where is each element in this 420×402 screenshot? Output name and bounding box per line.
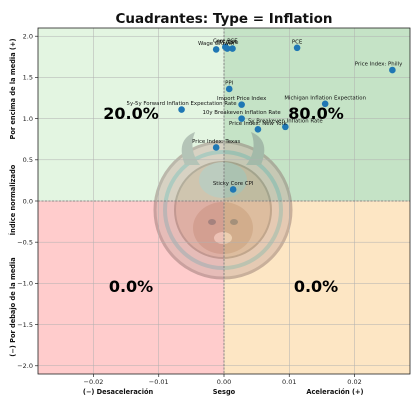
data-point bbox=[254, 126, 262, 133]
quadrant-top-left-percent: 20.0% bbox=[103, 104, 159, 123]
data-point bbox=[212, 46, 220, 53]
quadrant-top-right bbox=[224, 28, 410, 201]
data-point bbox=[321, 100, 329, 108]
point-label: Price Index: Philly bbox=[355, 62, 403, 68]
point-label: 5y Breakeven Inflation Rate bbox=[248, 118, 323, 124]
x-axis-label-center: Sesgo bbox=[213, 388, 236, 396]
y-tick-label: −2.0 bbox=[17, 362, 33, 370]
data-point bbox=[389, 66, 396, 74]
x-tick-label: 0.01 bbox=[282, 378, 296, 386]
data-point bbox=[293, 44, 301, 52]
data-point bbox=[238, 115, 245, 122]
data-point bbox=[229, 45, 236, 52]
point-label: CPI bbox=[228, 40, 237, 46]
point-label: 10y Breakeven Inflation Rate bbox=[203, 110, 282, 116]
data-point bbox=[282, 123, 289, 131]
x-axis-label-right: Aceleración (+) bbox=[306, 388, 363, 396]
x-tick-label: −0.02 bbox=[84, 378, 104, 386]
data-point bbox=[225, 85, 233, 93]
quadrant-bottom-right-percent: 0.0% bbox=[294, 277, 338, 296]
reference-lines bbox=[38, 28, 410, 374]
quadrant-top-left bbox=[38, 28, 224, 201]
point-label: Wage Growth bbox=[198, 41, 234, 47]
x-tick-label: 0.02 bbox=[347, 378, 361, 386]
y-tick-label: 0.5 bbox=[23, 156, 33, 164]
data-point bbox=[238, 101, 245, 108]
x-axis-label-left: (−) Desaceleración bbox=[83, 388, 154, 396]
point-label: 5y-5y Forward Inflation Expectation Rate bbox=[127, 101, 238, 107]
data-point bbox=[229, 186, 237, 193]
y-tick-label: 0.0 bbox=[23, 197, 33, 205]
quadrant-bottom-left bbox=[38, 201, 224, 374]
quadrant-bottom-right bbox=[224, 201, 410, 374]
quadrant-top-right-percent: 80.0% bbox=[288, 104, 344, 123]
x-axis-ticks: −0.02 −0.01 0.00 0.01 0.02 bbox=[84, 374, 362, 386]
y-axis-label-bottom: (−) Por debajo de la media bbox=[9, 257, 17, 356]
data-point bbox=[223, 45, 231, 52]
y-tick-label: 1.5 bbox=[23, 74, 33, 82]
y-tick-label: −0.5 bbox=[17, 238, 33, 246]
y-tick-label: −1.0 bbox=[17, 280, 33, 288]
y-tick-label: 1.0 bbox=[23, 115, 33, 123]
point-label: Sticky Core CPI bbox=[213, 181, 254, 187]
point-label: Price Index: Texas bbox=[192, 139, 240, 145]
quadrant-bottom-left-percent: 0.0% bbox=[109, 277, 153, 296]
point-label: PCE bbox=[292, 39, 303, 45]
data-point bbox=[212, 144, 220, 151]
y-tick-label: −1.5 bbox=[17, 321, 33, 329]
point-label: PPI Core bbox=[216, 40, 239, 46]
chart-title: Cuadrantes: Type = Inflation bbox=[115, 11, 332, 27]
y-axis-label-top: Por encima de la media (+) bbox=[9, 39, 17, 140]
data-point bbox=[178, 106, 185, 113]
point-label: Import Price Index bbox=[217, 96, 267, 102]
y-tick-label: 2.0 bbox=[23, 33, 33, 41]
y-axis-label-center: Índice normalizado bbox=[8, 164, 17, 235]
point-label: Price Index: New York bbox=[229, 121, 288, 127]
x-tick-label: 0.00 bbox=[217, 378, 231, 386]
x-tick-label: −0.01 bbox=[149, 378, 169, 386]
data-points bbox=[178, 43, 396, 193]
point-label: Michigan Inflation Expectation bbox=[284, 95, 366, 101]
point-label: Core PCE bbox=[213, 38, 238, 44]
quadrant-backgrounds bbox=[38, 28, 410, 374]
y-axis-ticks: −2.0 −1.5 −1.0 −0.5 0.0 0.5 1.0 1.5 2.0 bbox=[17, 33, 38, 370]
point-label: PPI bbox=[225, 80, 234, 86]
